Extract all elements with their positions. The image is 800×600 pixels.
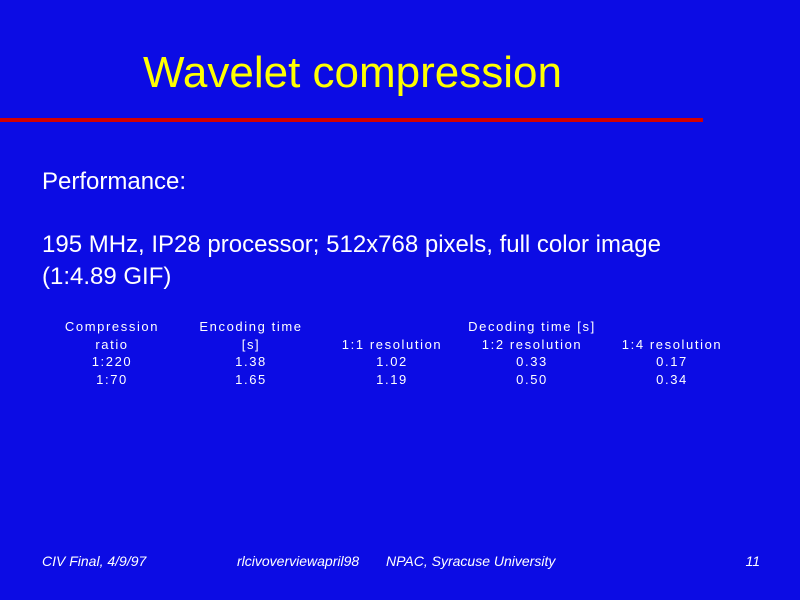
column-header: Encoding time <box>199 319 303 334</box>
table-cell: 1:70 <box>96 372 128 387</box>
body-line: 195 MHz, IP28 processor; 512x768 pixels,… <box>42 231 661 258</box>
table-cell: 0.33 <box>516 354 548 369</box>
body-line: Performance: <box>42 168 187 195</box>
slide-title: Wavelet compression <box>143 48 562 97</box>
body-line: (1:4.89 GIF) <box>42 263 172 290</box>
footer-left: CIV Final, 4/9/97 <box>42 553 147 569</box>
column-header: ratio <box>95 337 129 352</box>
column-header: 1:1 resolution <box>341 337 443 352</box>
table-cell: 1.38 <box>235 354 267 369</box>
column-header: Decoding time [s] <box>468 319 596 334</box>
footer-org: NPAC, Syracuse University <box>386 553 556 569</box>
table-cell: 0.34 <box>656 372 688 387</box>
table-cell: 1.65 <box>235 372 267 387</box>
column-header: 1:4 resolution <box>621 337 723 352</box>
column-header: [s] <box>241 337 261 352</box>
column-header: 1:2 resolution <box>481 337 583 352</box>
title-rule <box>0 118 703 122</box>
table-cell: 1:220 <box>91 354 133 369</box>
table-cell: 1.02 <box>376 354 408 369</box>
table-cell: 1.19 <box>376 372 408 387</box>
page-number: 11 <box>745 553 760 569</box>
table-cell: 0.50 <box>516 372 548 387</box>
column-header: Compression <box>64 319 160 334</box>
table-cell: 0.17 <box>656 354 688 369</box>
footer-file: rlcivoverviewapril98 <box>237 553 360 569</box>
